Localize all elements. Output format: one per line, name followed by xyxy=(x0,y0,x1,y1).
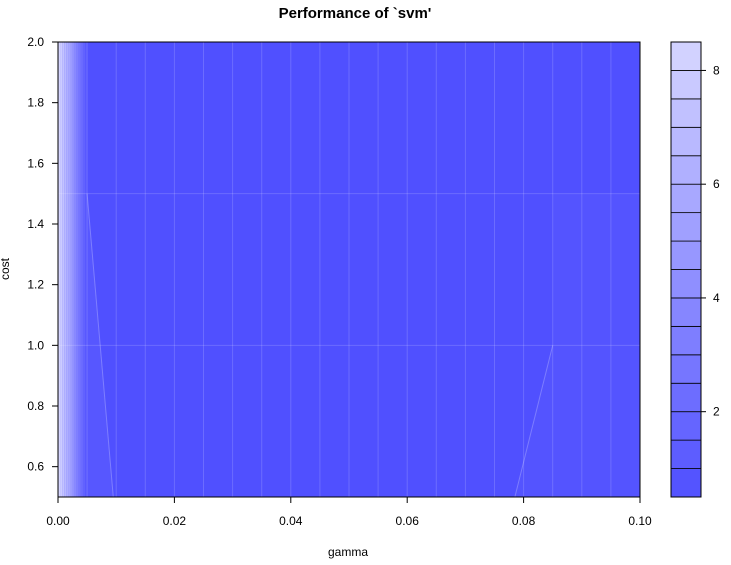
colorbar-band xyxy=(670,411,702,441)
colorbar-band xyxy=(670,325,702,356)
y-tick-label: 0.6 xyxy=(27,460,44,474)
contour-region-wedge-left xyxy=(87,42,114,497)
chart-title: Performance of `svm' xyxy=(279,5,432,22)
colorbar-band xyxy=(670,98,702,128)
colorbar-tick-label: 4 xyxy=(713,291,720,305)
x-tick-label: 0.08 xyxy=(512,514,536,528)
colorbar-tick-label: 2 xyxy=(713,405,720,419)
colorbar-band xyxy=(670,212,702,242)
contour-band xyxy=(58,42,61,497)
contour-region-high-gamma xyxy=(514,193,640,497)
x-tick-label: 0.04 xyxy=(279,514,303,528)
contour-band xyxy=(85,42,88,497)
x-axis-label: gamma xyxy=(328,545,368,559)
colorbar-band xyxy=(670,468,702,498)
colorbar-band xyxy=(670,354,702,384)
contour-band xyxy=(62,42,65,497)
contour-band xyxy=(72,42,75,497)
colorbar-tick-label: 8 xyxy=(713,63,720,77)
contour-edge xyxy=(514,345,554,498)
y-tick-label: 1.0 xyxy=(27,338,44,352)
colorbar-band xyxy=(670,439,702,469)
colorbar-band xyxy=(670,41,702,71)
contour-band xyxy=(60,42,63,497)
colorbar: 2 4 6 8 xyxy=(670,41,720,498)
colorbar-tick-label: 6 xyxy=(713,177,720,191)
y-tick-label: 1.8 xyxy=(27,96,44,110)
colorbar-band xyxy=(670,155,702,185)
y-tick-label: 1.6 xyxy=(27,156,44,170)
x-tick-label: 0.06 xyxy=(396,514,420,528)
y-tick-label: 1.2 xyxy=(27,278,44,292)
colorbar-band xyxy=(670,269,702,299)
y-axis: 0.6 0.8 1.0 1.2 1.4 1.6 1.8 2.0 xyxy=(27,35,59,474)
colorbar-band xyxy=(670,70,702,100)
contour-band xyxy=(68,42,71,497)
x-tick-label: 0.00 xyxy=(46,514,70,528)
contour-band xyxy=(70,42,73,497)
contour-band xyxy=(82,42,86,497)
contour-edge xyxy=(86,193,114,498)
colorbar-border xyxy=(670,41,702,498)
contour-band xyxy=(66,42,69,497)
colorbar-band xyxy=(670,240,702,270)
contour-band xyxy=(74,42,77,497)
x-axis: 0.00 0.02 0.04 0.06 0.08 0.10 xyxy=(46,496,652,528)
y-axis-label: cost xyxy=(0,257,12,280)
contour-band xyxy=(64,42,67,497)
colorbar-band xyxy=(670,126,702,157)
y-tick-label: 0.8 xyxy=(27,399,44,413)
contour-band xyxy=(78,42,81,497)
y-tick-label: 1.4 xyxy=(27,217,44,231)
y-tick-label: 2.0 xyxy=(27,35,44,49)
colorbar-band xyxy=(670,183,702,214)
colorbar-band xyxy=(670,382,702,413)
contour-band xyxy=(80,42,83,497)
contour-band xyxy=(76,42,79,497)
x-tick-label: 0.02 xyxy=(163,514,187,528)
x-tick-label: 0.10 xyxy=(628,514,652,528)
contour-grid-lines xyxy=(57,41,641,498)
contour-fill-layer xyxy=(58,42,640,497)
colorbar-band xyxy=(670,297,702,327)
